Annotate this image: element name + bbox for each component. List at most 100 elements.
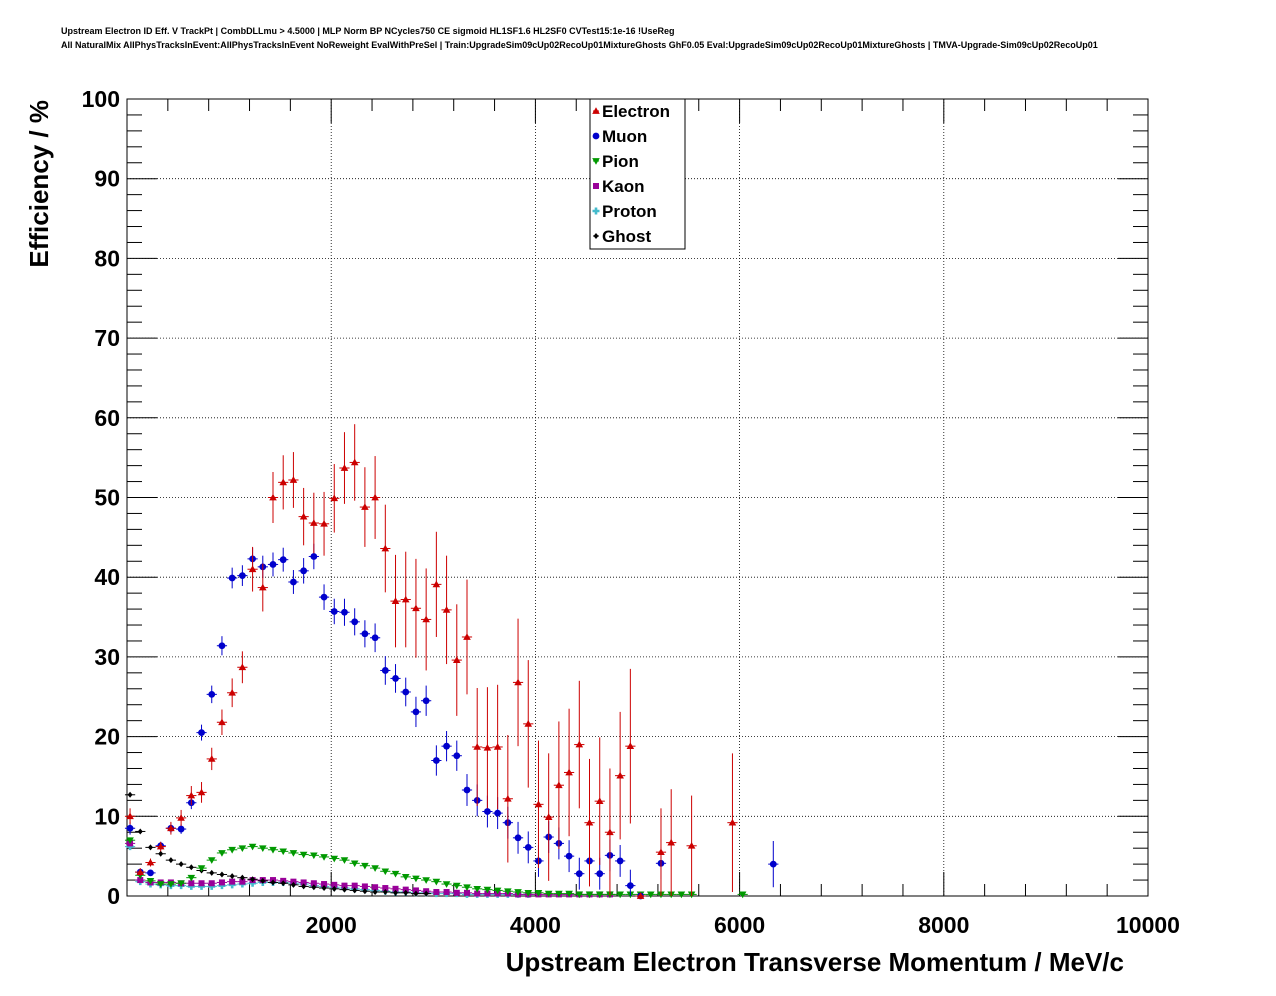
data-point-electron (667, 838, 675, 846)
data-point-ghost (403, 889, 409, 896)
data-point-muon (412, 708, 420, 716)
data-point-muon (443, 742, 450, 750)
data-point-kaon (453, 889, 460, 896)
data-point-ghost (362, 888, 368, 895)
data-point-muon (361, 630, 369, 638)
data-point-electron (422, 615, 430, 623)
data-point-kaon (137, 877, 144, 884)
data-point-pion (412, 875, 420, 883)
data-point-muon (147, 869, 154, 877)
data-point-electron (238, 663, 247, 671)
data-point-muon (769, 860, 777, 868)
y-tick-label: 40 (94, 564, 120, 590)
data-point-pion (565, 890, 573, 898)
plot-title-line-2: All NaturalMix AllPhysTracksInEvent:AllP… (61, 40, 1098, 50)
data-point-pion (167, 881, 175, 888)
grid-lines (127, 99, 1148, 896)
data-point-muon (422, 697, 430, 705)
data-point-ghost (311, 884, 317, 891)
data-point-muon (381, 667, 389, 674)
legend-label-pion: Pion (602, 152, 639, 171)
data-point-pion (269, 846, 277, 854)
data-point-electron (544, 813, 553, 820)
data-point-pion (371, 865, 379, 872)
x-tick-label: 2000 (306, 912, 357, 938)
data-point-pion (738, 891, 747, 899)
data-point-electron (595, 797, 604, 805)
data-point-pion (504, 888, 512, 896)
data-point-ghost (393, 889, 399, 896)
data-point-electron (442, 606, 451, 613)
data-point-ghost (250, 876, 256, 883)
data-point-kaon (351, 882, 358, 889)
data-point-muon (341, 608, 348, 616)
data-point-pion (585, 891, 594, 899)
data-point-kaon (239, 878, 246, 885)
data-point-ghost (382, 889, 388, 896)
data-point-electron (626, 742, 635, 750)
plot-title-line-1: Upstream Electron ID Eff. V TrackPt | Co… (61, 26, 675, 36)
data-point-proton (249, 879, 257, 887)
legend-label-muon: Muon (602, 127, 647, 146)
data-point-muon (432, 757, 440, 764)
data-point-pion (646, 891, 655, 899)
data-point-proton (126, 843, 134, 851)
legend-label-electron: Electron (602, 102, 670, 121)
data-point-ghost (423, 890, 429, 897)
x-tick-label: 8000 (918, 912, 969, 938)
data-point-pion (514, 889, 522, 896)
data-point-electron (606, 828, 614, 836)
data-point-kaon (331, 881, 338, 888)
data-point-ghost (290, 881, 296, 888)
data-point-muon (300, 567, 308, 575)
data-point-pion (381, 868, 390, 876)
data-point-ghost (372, 889, 378, 896)
data-point-pion (320, 854, 328, 861)
data-point-electron (289, 476, 298, 483)
data-point-muon (228, 574, 236, 582)
y-tick-label: 70 (94, 325, 120, 351)
data-point-electron (248, 565, 257, 573)
data-point-muon (208, 690, 216, 698)
data-point-muon (484, 808, 491, 815)
data-point-muon (565, 852, 573, 860)
data-point-kaon (433, 889, 440, 896)
data-point-electron (483, 743, 492, 751)
data-point-pion (156, 881, 165, 888)
data-point-muon (392, 675, 399, 682)
data-point-muon (626, 882, 634, 890)
series-kaon (124, 840, 616, 898)
data-point-electron (565, 768, 573, 776)
data-point-pion (544, 890, 553, 898)
data-point-ghost (127, 791, 133, 798)
legend-label-kaon: Kaon (602, 177, 645, 196)
y-tick-label: 60 (94, 405, 120, 431)
data-point-muon (126, 824, 134, 832)
data-point-pion (555, 890, 563, 898)
data-point-ghost (260, 877, 266, 884)
data-point-pion (422, 877, 430, 884)
data-point-pion (391, 870, 400, 878)
data-point-ghost (137, 828, 143, 835)
data-point-ghost (280, 880, 286, 887)
data-point-kaon (218, 879, 225, 886)
data-point-proton (228, 881, 236, 889)
data-point-electron (371, 493, 379, 501)
x-tick-label: 6000 (714, 912, 765, 938)
data-point-pion (177, 880, 185, 888)
data-point-ghost (270, 879, 276, 886)
data-point-kaon (402, 886, 409, 893)
data-point-electron (412, 604, 420, 612)
data-point-electron (728, 818, 737, 826)
data-point-kaon (188, 880, 195, 887)
y-tick-label: 80 (94, 245, 120, 271)
series-pion (124, 837, 748, 899)
data-point-ghost (147, 844, 153, 851)
data-point-electron (197, 788, 206, 796)
data-point-pion (432, 878, 441, 886)
data-point-electron (218, 718, 226, 726)
data-point-kaon (300, 879, 307, 886)
data-point-electron (687, 841, 696, 849)
x-tick-labels: 2000 4000 6000 8000 10000 (306, 912, 1180, 938)
